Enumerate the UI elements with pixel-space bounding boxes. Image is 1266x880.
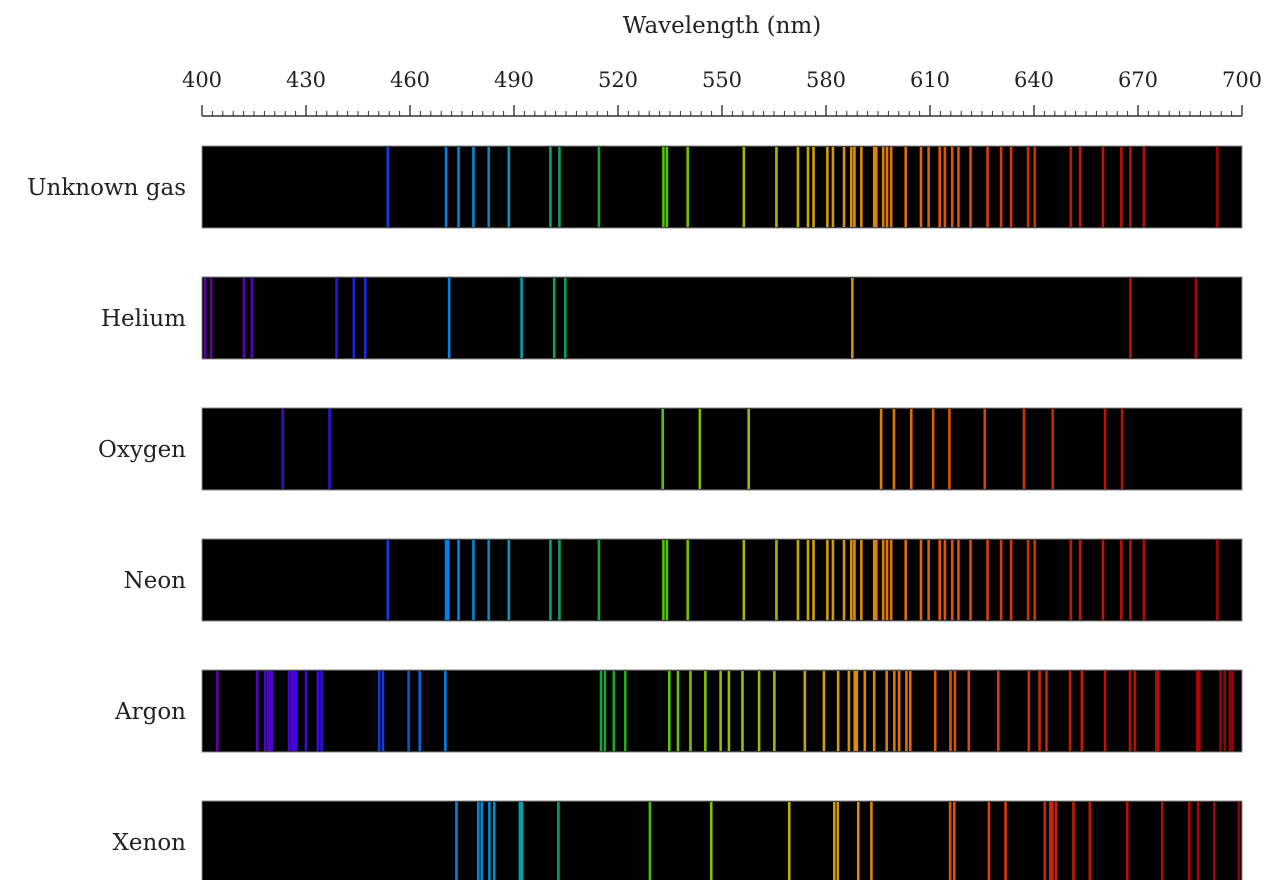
- row-label: Xenon: [113, 830, 187, 856]
- x-tick-label: 520: [598, 68, 638, 92]
- x-axis: 400 430 460 490 520 550 580 610 640 670 700: [182, 68, 1262, 117]
- x-tick-label: 670: [1118, 68, 1158, 92]
- spectrum-row: Argon: [114, 669, 1243, 753]
- spectrum-rows: Unknown gas Helium Oxygen Neon Argon Xenon: [27, 145, 1243, 880]
- x-tick-label: 580: [806, 68, 846, 92]
- spectrum-row: Xenon: [113, 800, 1243, 880]
- spectrum-background: [201, 669, 1243, 753]
- x-tick-label: 550: [702, 68, 742, 92]
- row-label: Oxygen: [98, 437, 186, 463]
- spectrum-background: [201, 145, 1243, 229]
- row-label: Argon: [114, 699, 186, 725]
- x-tick-label: 460: [390, 68, 430, 92]
- spectrum-row: Neon: [124, 538, 1243, 622]
- x-tick-label: 490: [494, 68, 534, 92]
- row-label: Helium: [101, 306, 186, 332]
- x-tick-label: 700: [1222, 68, 1262, 92]
- row-label: Unknown gas: [27, 175, 186, 201]
- x-tick-label: 640: [1014, 68, 1054, 92]
- spectrum-background: [201, 276, 1243, 360]
- row-label: Neon: [124, 568, 187, 594]
- x-tick-label: 610: [910, 68, 950, 92]
- x-tick-label: 400: [182, 68, 222, 92]
- spectrum-background: [201, 538, 1243, 622]
- x-axis-title: Wavelength (nm): [623, 13, 821, 39]
- spectrum-background: [201, 800, 1243, 880]
- spectrum-background: [201, 407, 1243, 491]
- spectrum-row: Oxygen: [98, 407, 1243, 491]
- spectrum-row: Helium: [101, 276, 1243, 360]
- spectrum-row: Unknown gas: [27, 145, 1243, 229]
- x-tick-label: 430: [286, 68, 326, 92]
